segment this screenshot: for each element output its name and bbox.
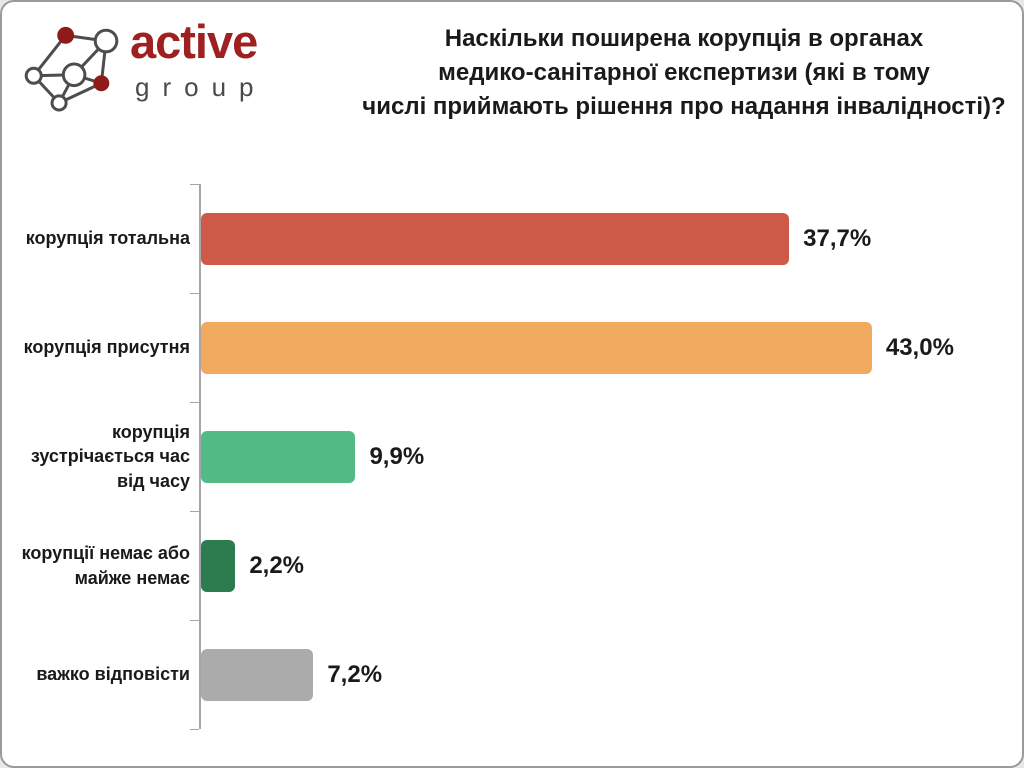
chart-row: корупція зустрічається час від часу 9,9% <box>2 402 1022 511</box>
axis-tick <box>190 184 199 185</box>
axis-tick <box>190 729 199 730</box>
chart-row: корупція тотальна 37,7% <box>2 184 1022 293</box>
category-label: корупція зустрічається час від часу <box>30 422 190 491</box>
network-logo-icon <box>24 26 119 112</box>
value-label: 43,0% <box>885 333 954 361</box>
chart-row: корупції немає або майже немає 2,2% <box>2 511 1022 620</box>
bar <box>201 648 314 701</box>
category-label: корупція присутня <box>23 337 190 358</box>
bar <box>201 212 790 265</box>
axis-tick <box>190 511 199 512</box>
bar <box>201 321 872 374</box>
brand-name-secondary: group <box>135 72 267 102</box>
value-label: 9,9% <box>369 442 425 470</box>
chart-row: важко відповісти 7,2% <box>2 620 1022 729</box>
axis-tick <box>190 620 199 621</box>
chart-row: корупція присутня 43,0% <box>2 293 1022 402</box>
y-axis-line <box>199 184 201 729</box>
bar <box>201 430 356 483</box>
value-label: 7,2% <box>327 660 383 688</box>
category-label: корупції немає або майже немає <box>21 543 190 588</box>
chart-title-line-1: Наскільки поширена корупція в органах <box>444 25 924 52</box>
bar <box>201 539 236 592</box>
brand-name-primary: active <box>130 15 258 68</box>
category-label: важко відповісти <box>36 664 190 685</box>
category-label: корупція тотальна <box>25 228 190 249</box>
value-label: 37,7% <box>803 224 872 252</box>
chart-title-line-3: числі приймають рішення про надання інва… <box>362 93 1006 120</box>
chart-title: Наскільки поширена корупція в органах ме… <box>346 22 1022 124</box>
axis-tick <box>190 402 199 403</box>
value-label: 2,2% <box>249 551 305 579</box>
chart-title-line-2: медико-санітарної експертизи (які в тому <box>438 59 930 86</box>
axis-tick <box>190 293 199 294</box>
